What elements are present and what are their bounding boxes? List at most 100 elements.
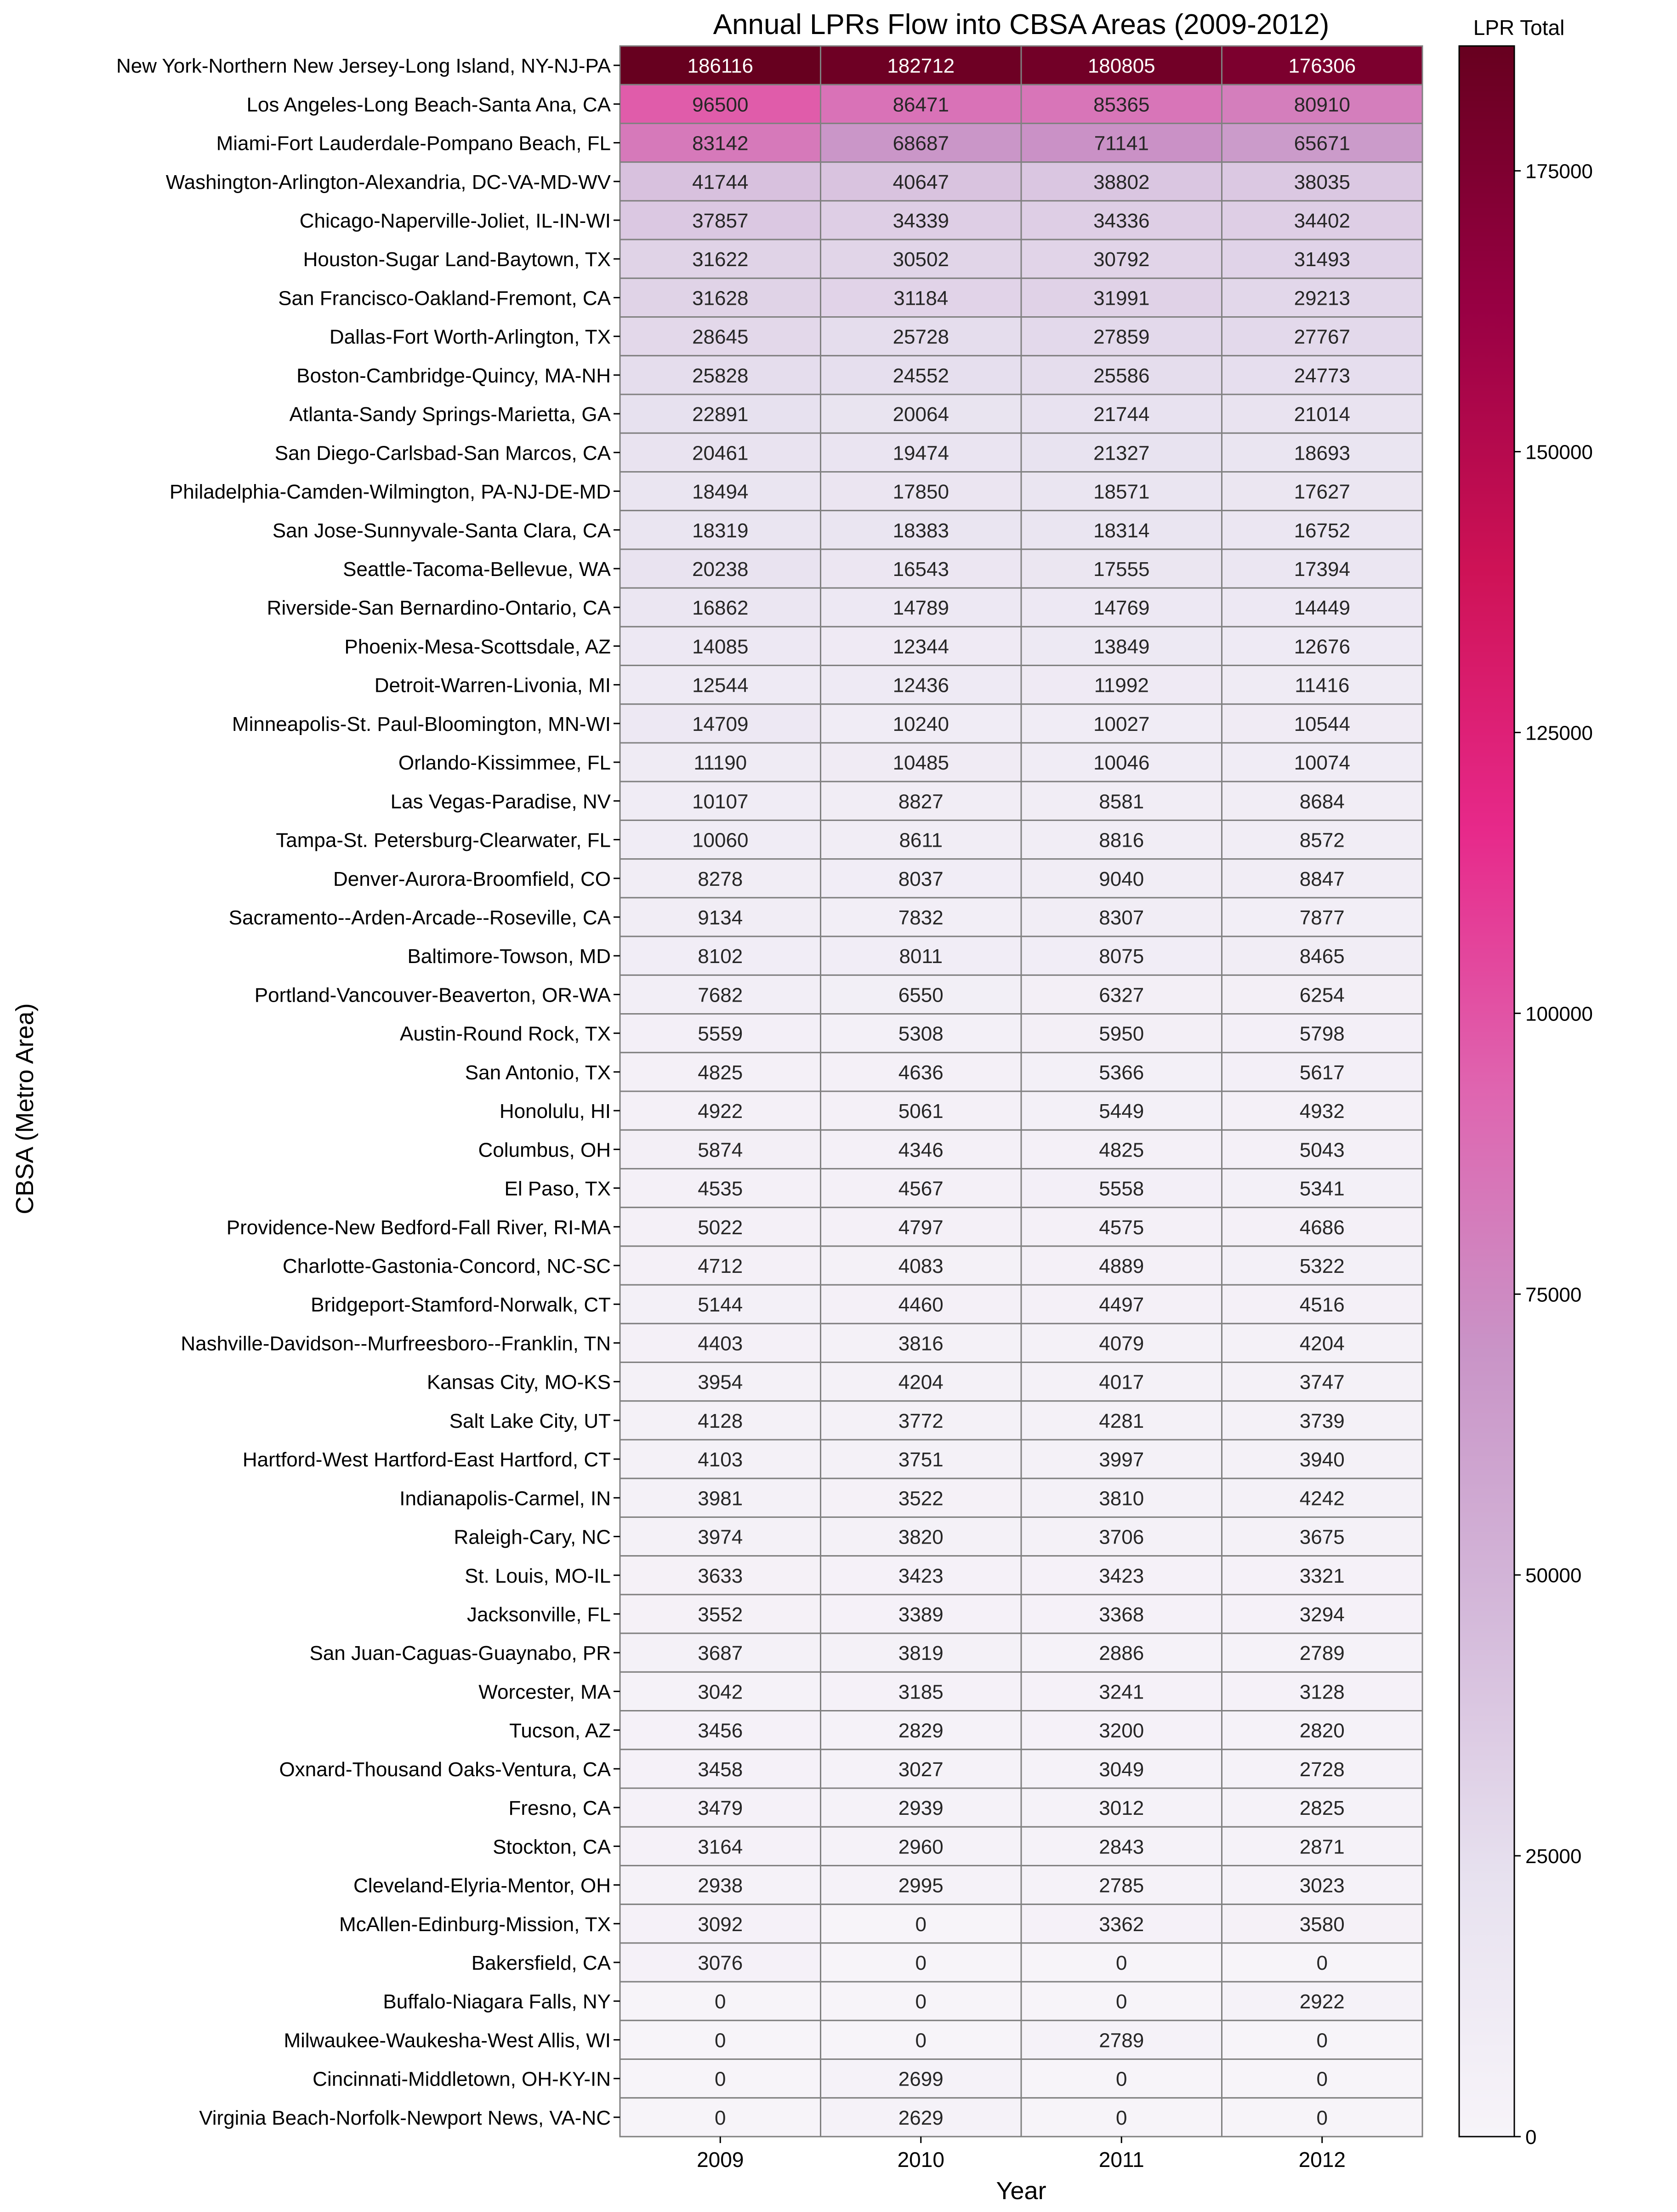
cell-value-label: 18383 <box>893 519 949 542</box>
cell-value-label: 14769 <box>1093 597 1149 619</box>
cell-value-label: 4686 <box>1300 1216 1345 1239</box>
cell-value-label: 16543 <box>893 558 949 581</box>
row-label: Indianapolis-Carmel, IN <box>399 1487 611 1510</box>
cell-value-label: 3954 <box>698 1371 743 1394</box>
cell-value-label: 7877 <box>1300 906 1345 929</box>
heatmap-cell <box>820 1207 1022 1247</box>
cell-value-label: 16752 <box>1294 519 1350 542</box>
colorbar-tick-label: 50000 <box>1525 1564 1581 1587</box>
heatmap-cell <box>1221 1013 1423 1054</box>
heatmap-cell <box>1221 2058 1423 2099</box>
heatmap-cell <box>619 316 821 357</box>
row-label: Cleveland-Elyria-Mentor, OH <box>353 1875 611 1897</box>
cell-value-label: 176306 <box>1288 55 1356 77</box>
cell-value-label: 3362 <box>1099 1913 1144 1936</box>
cell-value-label: 17555 <box>1093 558 1149 581</box>
cell-value-label: 10027 <box>1093 713 1149 735</box>
cell-value-label: 17394 <box>1294 558 1350 581</box>
cell-value-label: 31628 <box>692 287 748 309</box>
cell-value-label: 8827 <box>898 790 944 813</box>
heatmap-cell <box>1020 1632 1222 1673</box>
row-label: Orlando-Kissimmee, FL <box>398 752 611 774</box>
heatmap-cell <box>1020 2019 1222 2060</box>
cell-value-label: 4460 <box>898 1294 944 1316</box>
cell-value-label: 0 <box>1116 1952 1127 1974</box>
cell-value-label: 3981 <box>698 1487 743 1510</box>
cell-value-label: 5559 <box>698 1023 743 1045</box>
cell-value-label: 37857 <box>692 210 748 232</box>
cell-value-label: 12436 <box>893 674 949 697</box>
column-label: 2012 <box>1299 2148 1346 2172</box>
row-label: Baltimore-Towson, MD <box>407 945 611 968</box>
cell-value-label: 20064 <box>893 403 949 426</box>
cell-value-label: 10107 <box>692 790 748 813</box>
cell-value-label: 18314 <box>1093 519 1149 542</box>
cell-value-label: 86471 <box>893 93 949 116</box>
heatmap-cell <box>820 1864 1022 1905</box>
cell-value-label: 4103 <box>698 1448 743 1471</box>
cell-value-label: 10485 <box>893 752 949 774</box>
heatmap-cell <box>1020 1555 1222 1596</box>
heatmap-cell <box>1221 1052 1423 1092</box>
cell-value-label: 4712 <box>698 1255 743 1277</box>
cell-value-label: 4017 <box>1099 1371 1144 1394</box>
heatmap-cell <box>1221 626 1423 667</box>
row-label: Virginia Beach-Norfolk-Newport News, VA-… <box>199 2107 611 2129</box>
cell-value-label: 3092 <box>698 1913 743 1936</box>
heatmap-cell <box>820 897 1022 937</box>
column-label: 2011 <box>1099 2148 1144 2172</box>
heatmap-cell <box>820 1826 1022 1866</box>
cell-value-label: 3012 <box>1099 1797 1144 1819</box>
x-axis-label: Year <box>996 2177 1046 2205</box>
row-label: Bridgeport-Stamford-Norwalk, CT <box>311 1294 611 1316</box>
row-label: Hartford-West Hartford-East Hartford, CT <box>243 1448 611 1471</box>
heatmap-cell <box>1221 1942 1423 1983</box>
cell-value-label: 3049 <box>1099 1758 1144 1781</box>
heatmap-cell <box>1221 1904 1423 1944</box>
row-label: Atlanta-Sandy Springs-Marietta, GA <box>290 403 611 426</box>
heatmap-cell <box>1020 587 1222 627</box>
heatmap-cell <box>820 819 1022 860</box>
cell-value-label: 10060 <box>692 829 748 852</box>
cell-value-label: 16862 <box>692 597 748 619</box>
cell-value-label: 14789 <box>893 597 949 619</box>
heatmap-cell <box>820 1632 1022 1673</box>
cell-value-label: 2789 <box>1300 1642 1345 1665</box>
heatmap-cell <box>1221 548 1423 589</box>
cell-value-label: 2939 <box>898 1797 944 1819</box>
heatmap-cell <box>1020 1090 1222 1131</box>
cell-value-label: 17850 <box>893 481 949 503</box>
heatmap-cell <box>619 665 821 705</box>
row-label: Columbus, OH <box>478 1139 611 1161</box>
heatmap-cell <box>1221 2097 1423 2138</box>
heatmap-cell <box>1020 432 1222 473</box>
heatmap-cell <box>820 122 1022 163</box>
cell-value-label: 2995 <box>898 1875 944 1897</box>
heatmap-cell <box>619 239 821 279</box>
cell-value-label: 18319 <box>692 519 748 542</box>
cell-value-label: 4932 <box>1300 1100 1345 1123</box>
heatmap-cell <box>1221 665 1423 705</box>
cell-value-label: 4825 <box>1099 1139 1144 1161</box>
cell-value-label: 11992 <box>1094 674 1149 697</box>
row-label: Tucson, AZ <box>509 1720 611 1742</box>
cell-value-label: 65671 <box>1294 132 1350 155</box>
cell-value-label: 3241 <box>1099 1681 1144 1703</box>
row-label: Sacramento--Arden-Arcade--Roseville, CA <box>229 906 611 929</box>
cell-value-label: 3423 <box>898 1565 944 1587</box>
heatmap-cell <box>1221 1129 1423 1169</box>
heatmap-cell <box>1221 1826 1423 1866</box>
heatmap-cell <box>1221 587 1423 627</box>
heatmap-cell <box>1221 393 1423 434</box>
cell-value-label: 8278 <box>698 868 743 890</box>
cell-value-label: 5874 <box>698 1139 743 1161</box>
heatmap-cell <box>619 1477 821 1518</box>
cell-value-label: 2699 <box>898 2068 944 2091</box>
heatmap-cell <box>1020 1904 1222 1944</box>
row-label: Oxnard-Thousand Oaks-Ventura, CA <box>279 1758 611 1781</box>
cell-value-label: 3128 <box>1300 1681 1345 1703</box>
cell-value-label: 24773 <box>1294 365 1350 387</box>
cell-value-label: 8102 <box>698 945 743 968</box>
cell-value-label: 38802 <box>1093 171 1149 194</box>
cell-value-label: 5043 <box>1300 1139 1345 1161</box>
